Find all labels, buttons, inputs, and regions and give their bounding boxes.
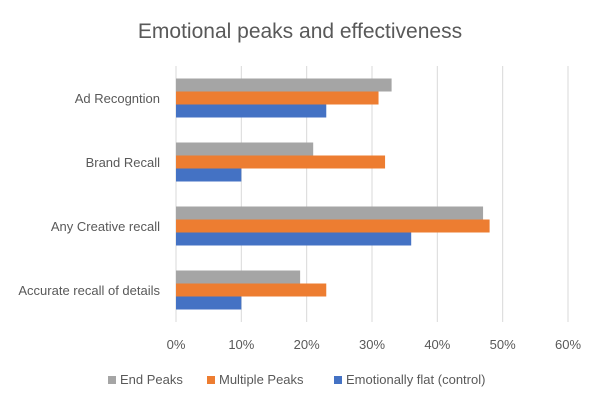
bar-multiple-peaks-1 <box>176 155 386 169</box>
category-label: Accurate recall of details <box>18 283 160 298</box>
legend-label: End Peaks <box>120 372 183 387</box>
legend-swatch <box>334 376 342 384</box>
legend: End Peaks Multiple Peaks Emotionally flat … <box>108 372 485 387</box>
category-labels: Ad Recogntion Brand Recall Any Creative re… <box>18 91 160 298</box>
legend-swatch <box>207 376 215 384</box>
bar-emotionally-flat-control-0 <box>176 104 327 118</box>
bar-multiple-peaks-0 <box>176 91 379 105</box>
bar-multiple-peaks-3 <box>176 283 327 297</box>
x-tick-label: 40% <box>424 337 450 352</box>
category-label: Any Creative recall <box>51 219 160 234</box>
legend-label: Emotionally flat (control) <box>346 372 485 387</box>
bar-end-peaks-1 <box>176 142 314 156</box>
x-tick-label: 50% <box>490 337 516 352</box>
bar-end-peaks-2 <box>176 206 484 220</box>
x-tick-labels: 0% 10% 20% 30% 40% 50% 60% <box>167 337 582 352</box>
bar-end-peaks-0 <box>176 78 392 92</box>
category-label: Brand Recall <box>86 155 161 170</box>
bar-emotionally-flat-control-2 <box>176 232 412 246</box>
bar-multiple-peaks-2 <box>176 219 490 233</box>
x-tick-label: 10% <box>228 337 254 352</box>
legend-label: Multiple Peaks <box>219 372 304 387</box>
bar-end-peaks-3 <box>176 270 301 284</box>
bar-emotionally-flat-control-1 <box>176 168 242 182</box>
x-tick-label: 30% <box>359 337 385 352</box>
x-tick-label: 60% <box>555 337 581 352</box>
bar-emotionally-flat-control-3 <box>176 296 242 310</box>
x-tick-label: 0% <box>167 337 186 352</box>
legend-swatch <box>108 376 116 384</box>
category-label: Ad Recogntion <box>75 91 160 106</box>
x-tick-label: 20% <box>294 337 320 352</box>
bars <box>176 78 490 310</box>
chart-title: Emotional peaks and effectiveness <box>138 20 462 43</box>
